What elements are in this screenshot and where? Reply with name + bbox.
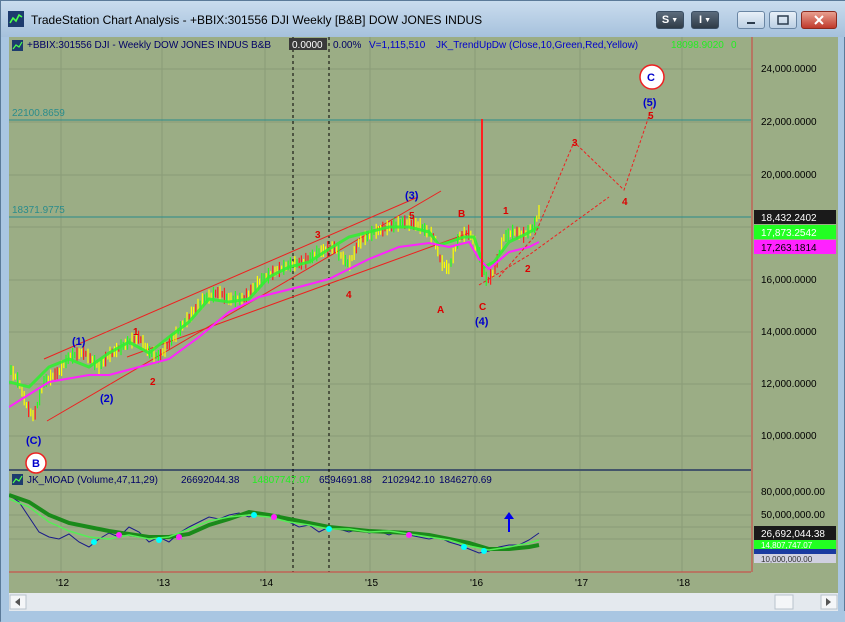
y-tick-24000: 24,000.0000 — [761, 64, 817, 75]
dropdown-arrow-icon: ▼ — [704, 16, 711, 24]
wave-c-blue: (C) — [26, 435, 42, 447]
volume-v4: 2102942.10 — [382, 475, 435, 486]
y-tick-10000: 10,000.0000 — [761, 431, 817, 442]
y-tick-20000: 20,000.0000 — [761, 170, 817, 181]
magenta-value-tag: 17,263.1814 — [761, 243, 817, 254]
wave-3-blue: (3) — [405, 190, 419, 202]
volume-symbol-icon — [12, 475, 23, 484]
dropdown-arrow-icon: ▼ — [671, 16, 679, 24]
vol-bottom-tag: 10,000,000.00 — [761, 555, 813, 564]
x-tick-18: '18 — [677, 578, 690, 589]
wave-4-red-proj: 4 — [622, 197, 628, 208]
close-icon — [814, 15, 824, 25]
wave-4-blue: (4) — [475, 316, 489, 328]
green-value-tag: 17,873.2542 — [761, 228, 817, 239]
volume-v5: 1846270.69 — [439, 475, 492, 486]
y-tick-16000: 16,000.0000 — [761, 275, 817, 286]
vol-y-tick-80m: 80,000,000.00 — [761, 487, 825, 498]
x-tick-12: '12 — [56, 578, 69, 589]
wave-c-circle-top: C — [647, 72, 655, 84]
last-price-tag: 18,432.2402 — [761, 213, 817, 224]
wave-5-red-top: 5 — [409, 211, 415, 222]
indicator-value-2: 0 — [731, 40, 737, 51]
i-button-label: I — [699, 14, 703, 26]
scroll-right-icon[interactable] — [826, 598, 831, 606]
minimize-button[interactable] — [737, 11, 765, 29]
volume-v3: 6594691.88 — [319, 475, 372, 486]
wave-5-red: 5 — [648, 111, 654, 122]
x-tick-17: '17 — [575, 578, 588, 589]
x-tick-14: '14 — [260, 578, 273, 589]
scroll-thumb[interactable] — [774, 594, 794, 610]
s-button-label: S — [661, 14, 670, 26]
wave-b-circle-bottom: B — [32, 458, 40, 470]
vol-green-tag: 14,807,747.07 — [761, 541, 813, 550]
volume-dark-green-line — [9, 493, 540, 551]
symbol-line: +BBIX:301556 DJI - Weekly DOW JONES INDU… — [27, 40, 271, 51]
y-tick-12000: 12,000.0000 — [761, 379, 817, 390]
scroll-left-icon[interactable] — [15, 598, 20, 606]
volume-value: V=1,115,510 — [369, 40, 426, 51]
wave-2-blue: (2) — [100, 393, 114, 405]
volume-indicator-label: JK_MOAD (Volume,47,11,29) — [27, 475, 158, 486]
y-tick-22000: 22,000.0000 — [761, 117, 817, 128]
window-title: TradeStation Chart Analysis - +BBIX:3015… — [31, 13, 483, 27]
minimize-icon — [747, 22, 755, 24]
maximize-icon — [777, 15, 789, 25]
change-value: 0.0000 — [292, 40, 323, 51]
wave-1-red-right: 1 — [503, 206, 509, 217]
change-pct: 0.00% — [333, 40, 361, 51]
volume-v1: 26692044.38 — [181, 475, 240, 486]
s-menu-button[interactable]: S ▼ — [656, 11, 684, 29]
wave-3-red-proj: 3 — [572, 138, 578, 149]
wave-2-red: 2 — [150, 377, 156, 388]
wave-a-red: A — [437, 305, 444, 316]
green-trend-line — [9, 225, 540, 389]
symbol-icon — [12, 41, 23, 50]
wave-c-red: C — [479, 302, 486, 313]
price-chart[interactable]: C (5) 5 3 4 (3) 5 3 4 B A C (4) 1 2 (1) … — [9, 37, 838, 593]
wave-1-blue: (1) — [72, 336, 86, 348]
wave-3-red: 3 — [315, 230, 321, 241]
x-tick-15: '15 — [365, 578, 378, 589]
wave-5-blue: (5) — [643, 97, 657, 109]
wave-2-red-right: 2 — [525, 264, 531, 275]
wave-1-red: 1 — [133, 327, 139, 338]
blue-up-arrow-icon — [504, 512, 514, 532]
horizontal-scrollbar[interactable] — [9, 593, 838, 611]
close-button[interactable] — [801, 11, 837, 29]
i-menu-button[interactable]: I ▼ — [691, 11, 719, 29]
level-label-2: 18371.9775 — [12, 205, 65, 216]
x-tick-13: '13 — [157, 578, 170, 589]
x-tick-16: '16 — [470, 578, 483, 589]
chart-area[interactable]: C (5) 5 3 4 (3) 5 3 4 B A C (4) 1 2 (1) … — [9, 37, 838, 593]
wave-4-red: 4 — [346, 290, 352, 301]
indicator-label: JK_TrendUpDw (Close,10,Green,Red,Yellow) — [436, 40, 638, 51]
status-bar — [1, 611, 845, 622]
wave-b-red: B — [458, 209, 465, 220]
tradestation-logo-icon — [8, 11, 24, 27]
y-tick-14000: 14,000.0000 — [761, 327, 817, 338]
level-label-1: 22100.8659 — [12, 108, 65, 119]
vol-last-tag: 26,692,044.38 — [761, 529, 825, 540]
title-bar: TradeStation Chart Analysis - +BBIX:3015… — [1, 1, 845, 37]
maximize-button[interactable] — [769, 11, 797, 29]
vol-y-tick-50m: 50,000,000.00 — [761, 510, 825, 521]
magenta-moving-average — [9, 240, 540, 408]
volume-v2: 14807747.07 — [252, 475, 311, 486]
volume-light-green-line — [9, 498, 540, 551]
indicator-value: 18098.9020 — [671, 40, 724, 51]
